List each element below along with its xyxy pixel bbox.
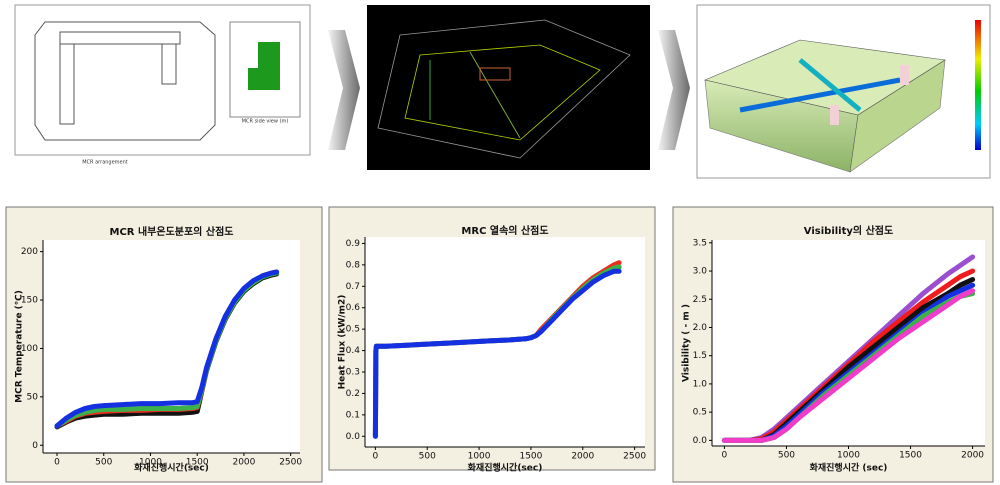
x-tick-label: 2000 bbox=[961, 451, 984, 461]
x-tick-label: 1500 bbox=[899, 451, 922, 461]
y-tick-label: 0.5 bbox=[346, 325, 360, 335]
x-tick-label: 0 bbox=[54, 458, 60, 468]
x-tick-label: 2000 bbox=[232, 458, 255, 468]
y-tick-label: 50 bbox=[27, 392, 39, 402]
arrow bbox=[328, 30, 360, 150]
x-tick-label: 2500 bbox=[279, 458, 302, 468]
chart-title: MCR 내부온도분포의 산점도 bbox=[110, 225, 234, 238]
y-tick-label: 0.2 bbox=[346, 389, 360, 399]
y-tick-label: 150 bbox=[21, 296, 38, 306]
y-tick-label: 3.0 bbox=[693, 267, 708, 277]
y-axis-label: Visibility ( - m ) bbox=[682, 304, 692, 382]
x-tick-label: 0 bbox=[722, 451, 728, 461]
wireframe-render bbox=[367, 5, 650, 170]
arrangement-diagram: MCR arrangement MCR side view (m) bbox=[15, 5, 310, 166]
diagram-caption: MCR arrangement bbox=[82, 160, 128, 166]
plot-area bbox=[712, 240, 985, 446]
x-axis-label: 화재진행시간(sec) bbox=[468, 462, 543, 474]
plot-area bbox=[43, 240, 300, 453]
x-tick-label: 1000 bbox=[139, 458, 162, 468]
y-tick-label: 0.0 bbox=[693, 436, 708, 446]
y-tick-label: 2.0 bbox=[693, 323, 708, 333]
y-tick-label: 0.4 bbox=[346, 346, 361, 356]
y-tick-label: 0 bbox=[32, 441, 38, 451]
y-tick-label: 0.1 bbox=[346, 410, 360, 420]
side-view-caption: MCR side view (m) bbox=[242, 119, 289, 125]
x-tick-label: 1500 bbox=[519, 452, 542, 462]
y-tick-label: 2.5 bbox=[693, 295, 707, 305]
x-tick-label: 500 bbox=[95, 458, 112, 468]
figure: MCR arrangement MCR side view (m) MCR 내부… bbox=[0, 0, 1000, 485]
chart-title: MRC 열속의 산점도 bbox=[461, 224, 548, 237]
y-tick-label: 0.9 bbox=[346, 239, 361, 249]
contour-render bbox=[697, 5, 990, 178]
arrow bbox=[658, 30, 690, 150]
y-tick-label: 0.0 bbox=[346, 432, 361, 442]
x-tick-label: 2000 bbox=[571, 452, 594, 462]
y-tick-label: 0.5 bbox=[693, 408, 707, 418]
x-tick-label: 1000 bbox=[468, 452, 491, 462]
y-tick-label: 0.7 bbox=[346, 282, 360, 292]
y-tick-label: 0.6 bbox=[346, 303, 361, 313]
x-tick-label: 1500 bbox=[186, 458, 209, 468]
x-tick-label: 1000 bbox=[837, 451, 860, 461]
y-tick-label: 0.3 bbox=[346, 368, 360, 378]
x-tick-label: 0 bbox=[373, 452, 379, 462]
x-tick-label: 2500 bbox=[623, 452, 646, 462]
y-tick-label: 100 bbox=[21, 344, 38, 354]
x-tick-label: 500 bbox=[419, 452, 436, 462]
y-tick-label: 1.5 bbox=[693, 351, 707, 361]
x-tick-label: 500 bbox=[778, 451, 795, 461]
x-axis-label: 화재진행시간 (sec) bbox=[810, 462, 888, 474]
y-tick-label: 200 bbox=[21, 247, 38, 257]
y-tick-label: 0.8 bbox=[346, 260, 361, 270]
chart-title: Visibility의 산점도 bbox=[804, 224, 893, 237]
y-tick-label: 3.5 bbox=[693, 238, 707, 248]
y-tick-label: 1.0 bbox=[693, 379, 708, 389]
